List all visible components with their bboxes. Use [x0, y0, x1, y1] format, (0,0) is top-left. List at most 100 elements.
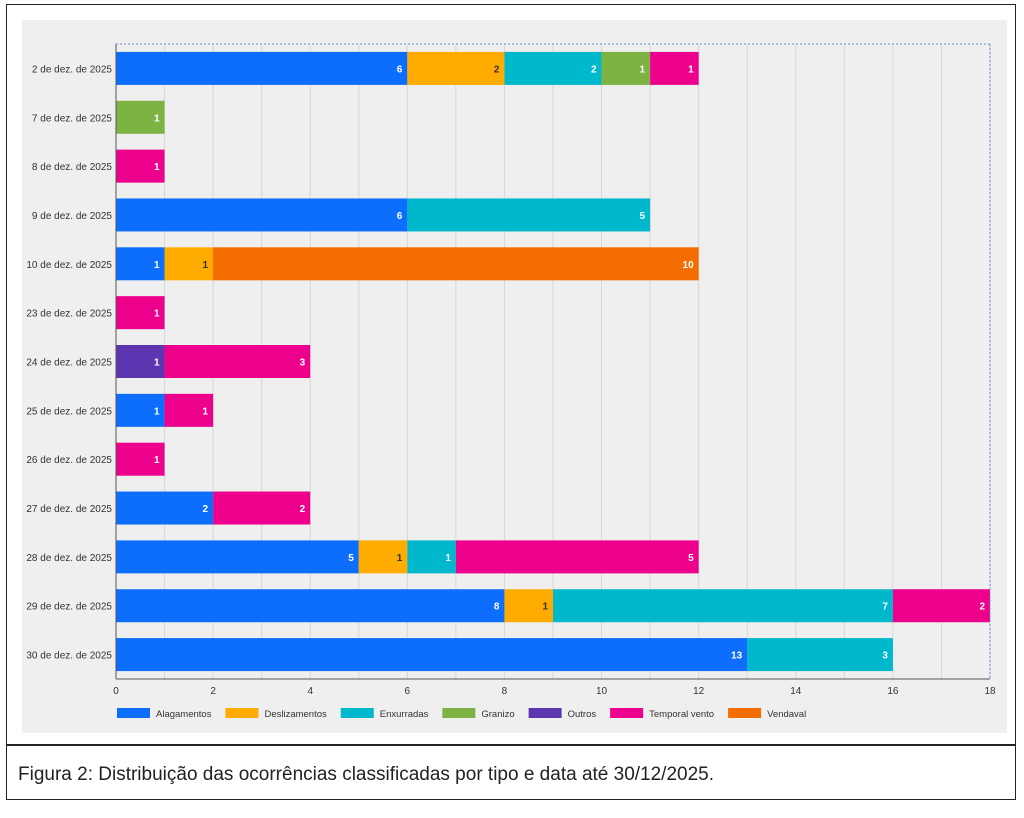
bar-segment	[116, 442, 165, 476]
data-label: 8	[494, 602, 500, 613]
bar-segment	[164, 393, 214, 427]
legend-label: Granizo	[481, 709, 514, 720]
legend-swatch	[442, 708, 476, 718]
category-label: 9 de dez. de 2025	[32, 211, 113, 222]
bar-segment	[116, 149, 165, 183]
category-label: 10 de dez. de 2025	[26, 260, 112, 271]
bar-segment	[747, 638, 893, 672]
data-label: 1	[203, 406, 209, 417]
bar-segment	[407, 51, 505, 85]
bar-segment	[213, 491, 311, 525]
category-label: 30 de dez. de 2025	[26, 651, 112, 662]
data-label: 5	[348, 553, 354, 564]
category-label: 28 de dez. de 2025	[26, 553, 112, 564]
bar-segment	[650, 51, 699, 85]
category-label: 8 de dez. de 2025	[32, 162, 113, 173]
bar-segment	[116, 198, 408, 232]
data-label: 10	[683, 260, 695, 271]
legend-label: Temporal vento	[649, 709, 714, 720]
data-label: 1	[154, 309, 160, 320]
bar-segment	[116, 51, 408, 85]
data-label: 2	[591, 64, 597, 75]
data-label: 2	[494, 64, 500, 75]
data-label: 6	[397, 64, 403, 75]
legend-label: Alagamentos	[156, 709, 212, 720]
x-tick-label: 0	[113, 686, 119, 697]
data-label: 1	[154, 358, 160, 369]
legend-label: Enxurradas	[380, 709, 429, 720]
bar-segment	[504, 51, 602, 85]
data-label: 3	[882, 651, 888, 662]
legend-swatch	[528, 708, 562, 718]
figure-caption: Figura 2: Distribuição das ocorrências c…	[18, 764, 715, 785]
chart-area: 6 2 2 1 1 2 de dez. de 2025 1 7 de dez. de 2025…	[22, 20, 1007, 733]
legend-swatch	[728, 708, 762, 718]
x-tick-label: 8	[502, 686, 508, 697]
legend-swatch	[117, 708, 150, 718]
x-tick-label: 4	[307, 686, 313, 697]
bar-segment	[116, 100, 165, 134]
bar-segment	[601, 51, 651, 85]
bar-segment	[407, 540, 456, 574]
category-label: 25 de dez. de 2025	[26, 406, 112, 417]
category-label: 23 de dez. de 2025	[26, 309, 112, 320]
data-label: 2	[300, 504, 306, 515]
data-label: 1	[154, 455, 160, 466]
data-label: 1	[154, 162, 160, 173]
category-label: 7 de dez. de 2025	[32, 113, 113, 124]
legend-swatch	[340, 708, 374, 718]
data-label: 1	[640, 64, 646, 75]
bar-segment	[116, 296, 165, 330]
bar-segment	[892, 589, 990, 623]
category-label: 26 de dez. de 2025	[26, 455, 112, 466]
category-label: 2 de dez. de 2025	[32, 64, 113, 75]
data-label: 1	[154, 406, 160, 417]
data-label: 1	[688, 64, 694, 75]
data-label: 1	[542, 602, 548, 613]
data-label: 5	[640, 211, 646, 222]
bar-segment	[116, 540, 359, 574]
figure-frame	[6, 4, 1016, 800]
bar-segment	[116, 589, 505, 623]
category-label: 27 de dez. de 2025	[26, 504, 112, 515]
bar-segment	[455, 540, 699, 574]
data-label: 2	[979, 602, 985, 613]
legend-label: Outros	[568, 709, 597, 720]
category-label: 24 de dez. de 2025	[26, 358, 112, 369]
bar-segment	[553, 589, 893, 623]
data-label: 5	[688, 553, 694, 564]
data-label: 1	[154, 113, 160, 124]
data-label: 2	[203, 504, 209, 515]
bar-segment	[116, 247, 165, 281]
legend-label: Vendaval	[767, 709, 806, 720]
data-label: 6	[397, 211, 403, 222]
legend-swatch	[610, 708, 644, 718]
bar-segment	[116, 345, 165, 378]
x-tick-label: 18	[984, 686, 996, 697]
data-label: 1	[203, 260, 209, 271]
bar-segment	[407, 198, 651, 232]
bar-segment	[116, 393, 165, 427]
stacked-bar-chart: 6 2 2 1 1 2 de dez. de 2025 1 7 de dez. de 2025…	[26, 43, 996, 720]
bar-segment	[358, 540, 408, 574]
data-label: 1	[154, 260, 160, 271]
bar-segment	[116, 638, 748, 672]
bar-segment	[504, 589, 553, 623]
caption-divider	[6, 744, 1016, 746]
data-label: 1	[445, 553, 451, 564]
legend-label: Deslizamentos	[264, 709, 327, 720]
bar-segment	[116, 491, 214, 525]
x-tick-label: 16	[887, 686, 899, 697]
x-tick-label: 6	[405, 686, 411, 697]
x-tick-label: 12	[693, 686, 705, 697]
x-tick-label: 2	[210, 686, 216, 697]
bar-segment	[213, 247, 699, 281]
x-tick-label: 14	[790, 686, 802, 697]
data-label: 7	[882, 602, 888, 613]
data-label: 1	[397, 553, 403, 564]
data-label: 3	[300, 358, 306, 369]
bar-segment	[164, 345, 311, 378]
legend-swatch	[225, 708, 259, 718]
x-tick-label: 10	[596, 686, 608, 697]
data-label: 13	[731, 651, 743, 662]
